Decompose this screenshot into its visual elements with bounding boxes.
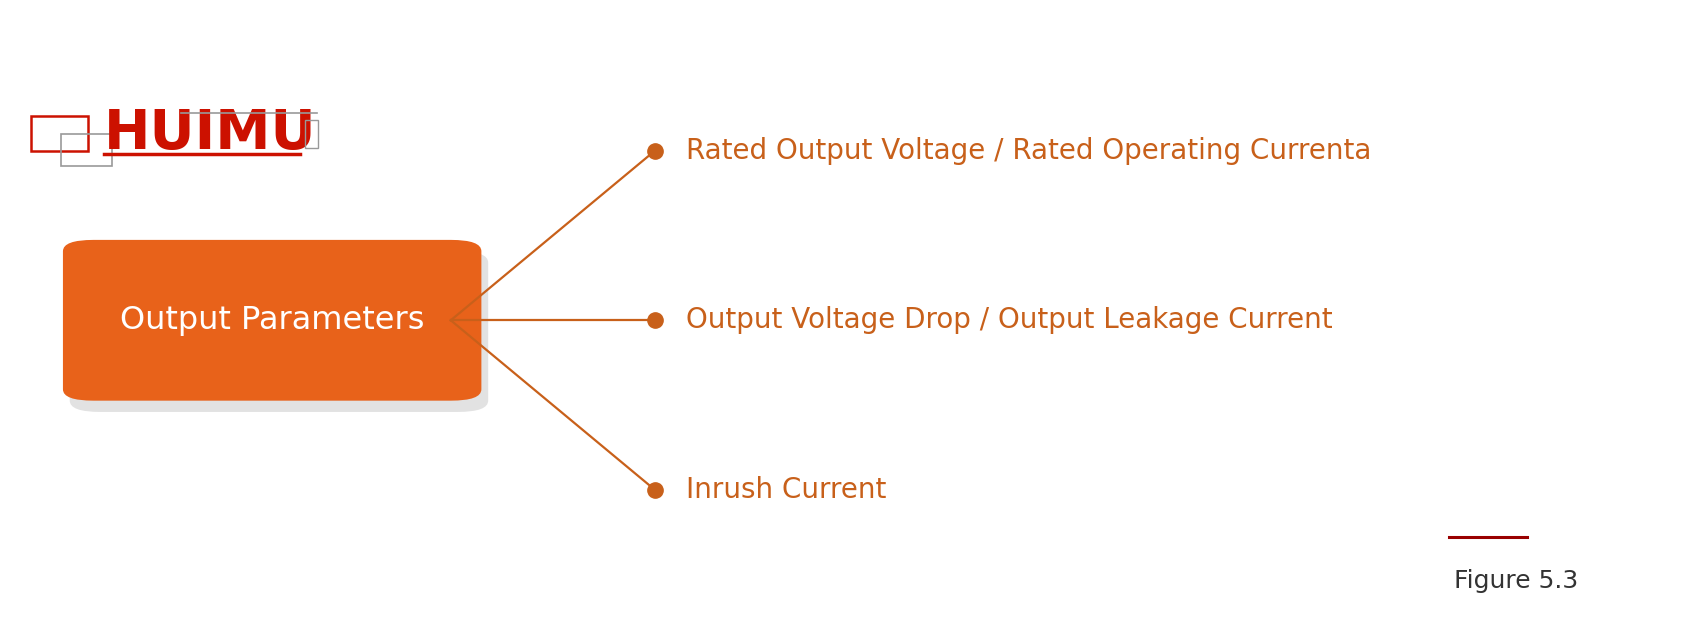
Text: Rated Output Voltage / Rated Operating Currenta: Rated Output Voltage / Rated Operating C… [686, 137, 1371, 165]
FancyBboxPatch shape [70, 251, 488, 412]
Bar [61, 134, 112, 166]
Bar [31, 116, 88, 151]
Text: Figure 5.3: Figure 5.3 [1454, 570, 1579, 593]
FancyBboxPatch shape [63, 240, 481, 401]
Text: Inrush Current: Inrush Current [686, 476, 886, 504]
Text: Output Parameters: Output Parameters [119, 305, 425, 336]
Text: Output Voltage Drop / Output Leakage Current: Output Voltage Drop / Output Leakage Cur… [686, 306, 1332, 334]
Text: HUIMU: HUIMU [104, 107, 316, 161]
Bar [304, 120, 318, 148]
